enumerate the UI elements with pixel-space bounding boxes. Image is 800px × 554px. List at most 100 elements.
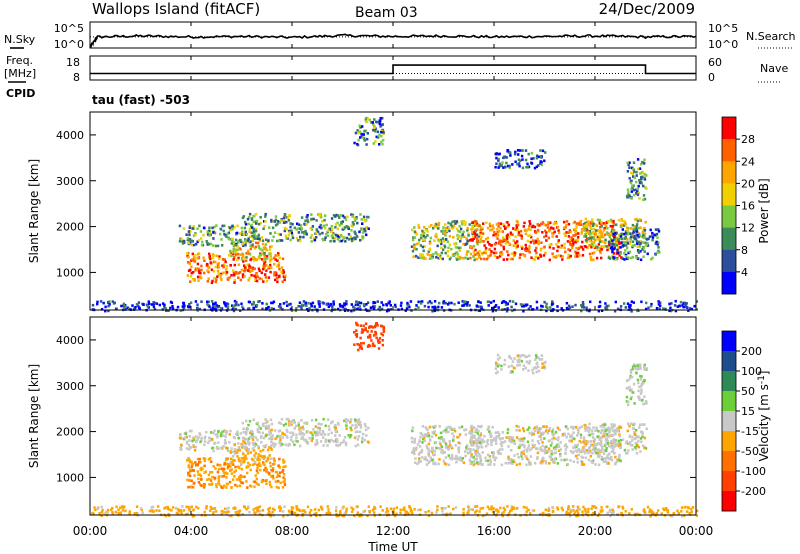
power-cell [411,249,415,253]
velocity-cell [411,426,415,430]
velocity-cell [289,431,292,434]
velocity-cell [279,438,282,441]
velocity-cell [600,439,603,443]
velocity-cell [552,446,556,450]
velocity-cell [243,441,247,445]
velocity-cell [203,437,206,440]
freq-tick-bottom: 8 [73,71,80,84]
velocity-cell [335,512,338,516]
power-cell [498,239,502,243]
power-cell [318,303,321,306]
power-cell [519,253,522,256]
power-cell [510,305,513,309]
velocity-cell [519,355,522,358]
velocity-cell [456,435,459,439]
velocity-cell [645,401,648,405]
velocity-cell [279,441,283,445]
power-heatmap [91,116,699,313]
power-cell [632,301,635,304]
velocity-cell [637,381,640,385]
power-cell [285,237,288,240]
power-cell [370,121,373,124]
power-cell [212,260,216,264]
power-cell [484,246,488,250]
velocity-cell [532,371,535,375]
velocity-cell [282,476,285,479]
power-cell [637,235,640,239]
power-cell [472,227,475,231]
velocity-cell [418,458,421,462]
velocity-cell [269,457,272,461]
power-cell [471,231,474,234]
power-cell [502,224,506,228]
power-cell [597,243,601,246]
velocity-cell [220,513,223,516]
power-cell [624,249,627,252]
velocity-cell [378,337,382,340]
velocity-cell [233,449,237,453]
power-cell [255,235,258,238]
nave-tick-top: 60 [708,56,722,69]
power-cell [421,254,425,257]
velocity-cell [512,458,515,462]
velocity-cell [449,427,452,431]
velocity-cell [577,453,580,457]
power-cell [430,224,433,227]
power-cell [367,215,370,219]
velocity-cell [230,472,233,475]
power-cell [551,300,554,303]
velocity-cell [572,460,576,463]
velocity-cell [595,428,598,431]
velocity-cell [474,449,478,453]
velocity-cell [255,482,259,485]
velocity-cell [489,507,492,511]
velocity-cell [372,334,376,337]
power-cell [408,305,411,309]
velocity-cell [540,358,544,361]
power-cell [588,239,592,243]
power-cell [523,254,527,258]
velocity-cell [593,505,596,508]
power-cell [688,307,692,310]
power-cell [235,250,238,254]
velocity-cell [245,419,248,423]
power-cell [561,255,564,258]
power-cell [674,309,678,313]
power-cell [431,309,434,313]
power-cell [412,236,415,239]
velocity-cell [191,469,194,472]
power-cell [216,269,220,273]
velocity-cell [381,343,384,347]
velocity-cell [462,461,466,465]
velocity-cell [264,418,267,421]
velocity-cell [98,512,101,515]
velocity-cell [472,441,476,444]
power-cell [412,255,415,258]
velocity-cell [433,453,436,456]
power-cell [617,246,620,249]
velocity-cell [345,427,348,430]
velocity-cell [546,451,549,454]
power-cell [504,303,508,307]
power-cell [439,254,442,258]
power-cell [587,222,591,225]
power-cell [568,249,572,252]
velocity-cell [628,512,631,515]
velocity-cell [438,425,441,428]
power-cell [557,231,561,235]
velocity-cell [210,482,214,485]
power-cell [572,241,575,245]
velocity-cell [199,433,202,436]
velocity-cell [502,441,505,444]
power-cell [444,301,447,305]
power-cell [217,272,220,275]
velocity-cell [365,434,368,437]
power-cell [412,245,416,248]
velocity-cell [540,460,543,463]
power-cell [282,275,285,278]
velocity-cell [283,505,286,508]
velocity-cell [228,433,231,436]
power-cell [229,249,232,253]
power-cell [548,229,551,233]
power-cell [544,234,548,237]
